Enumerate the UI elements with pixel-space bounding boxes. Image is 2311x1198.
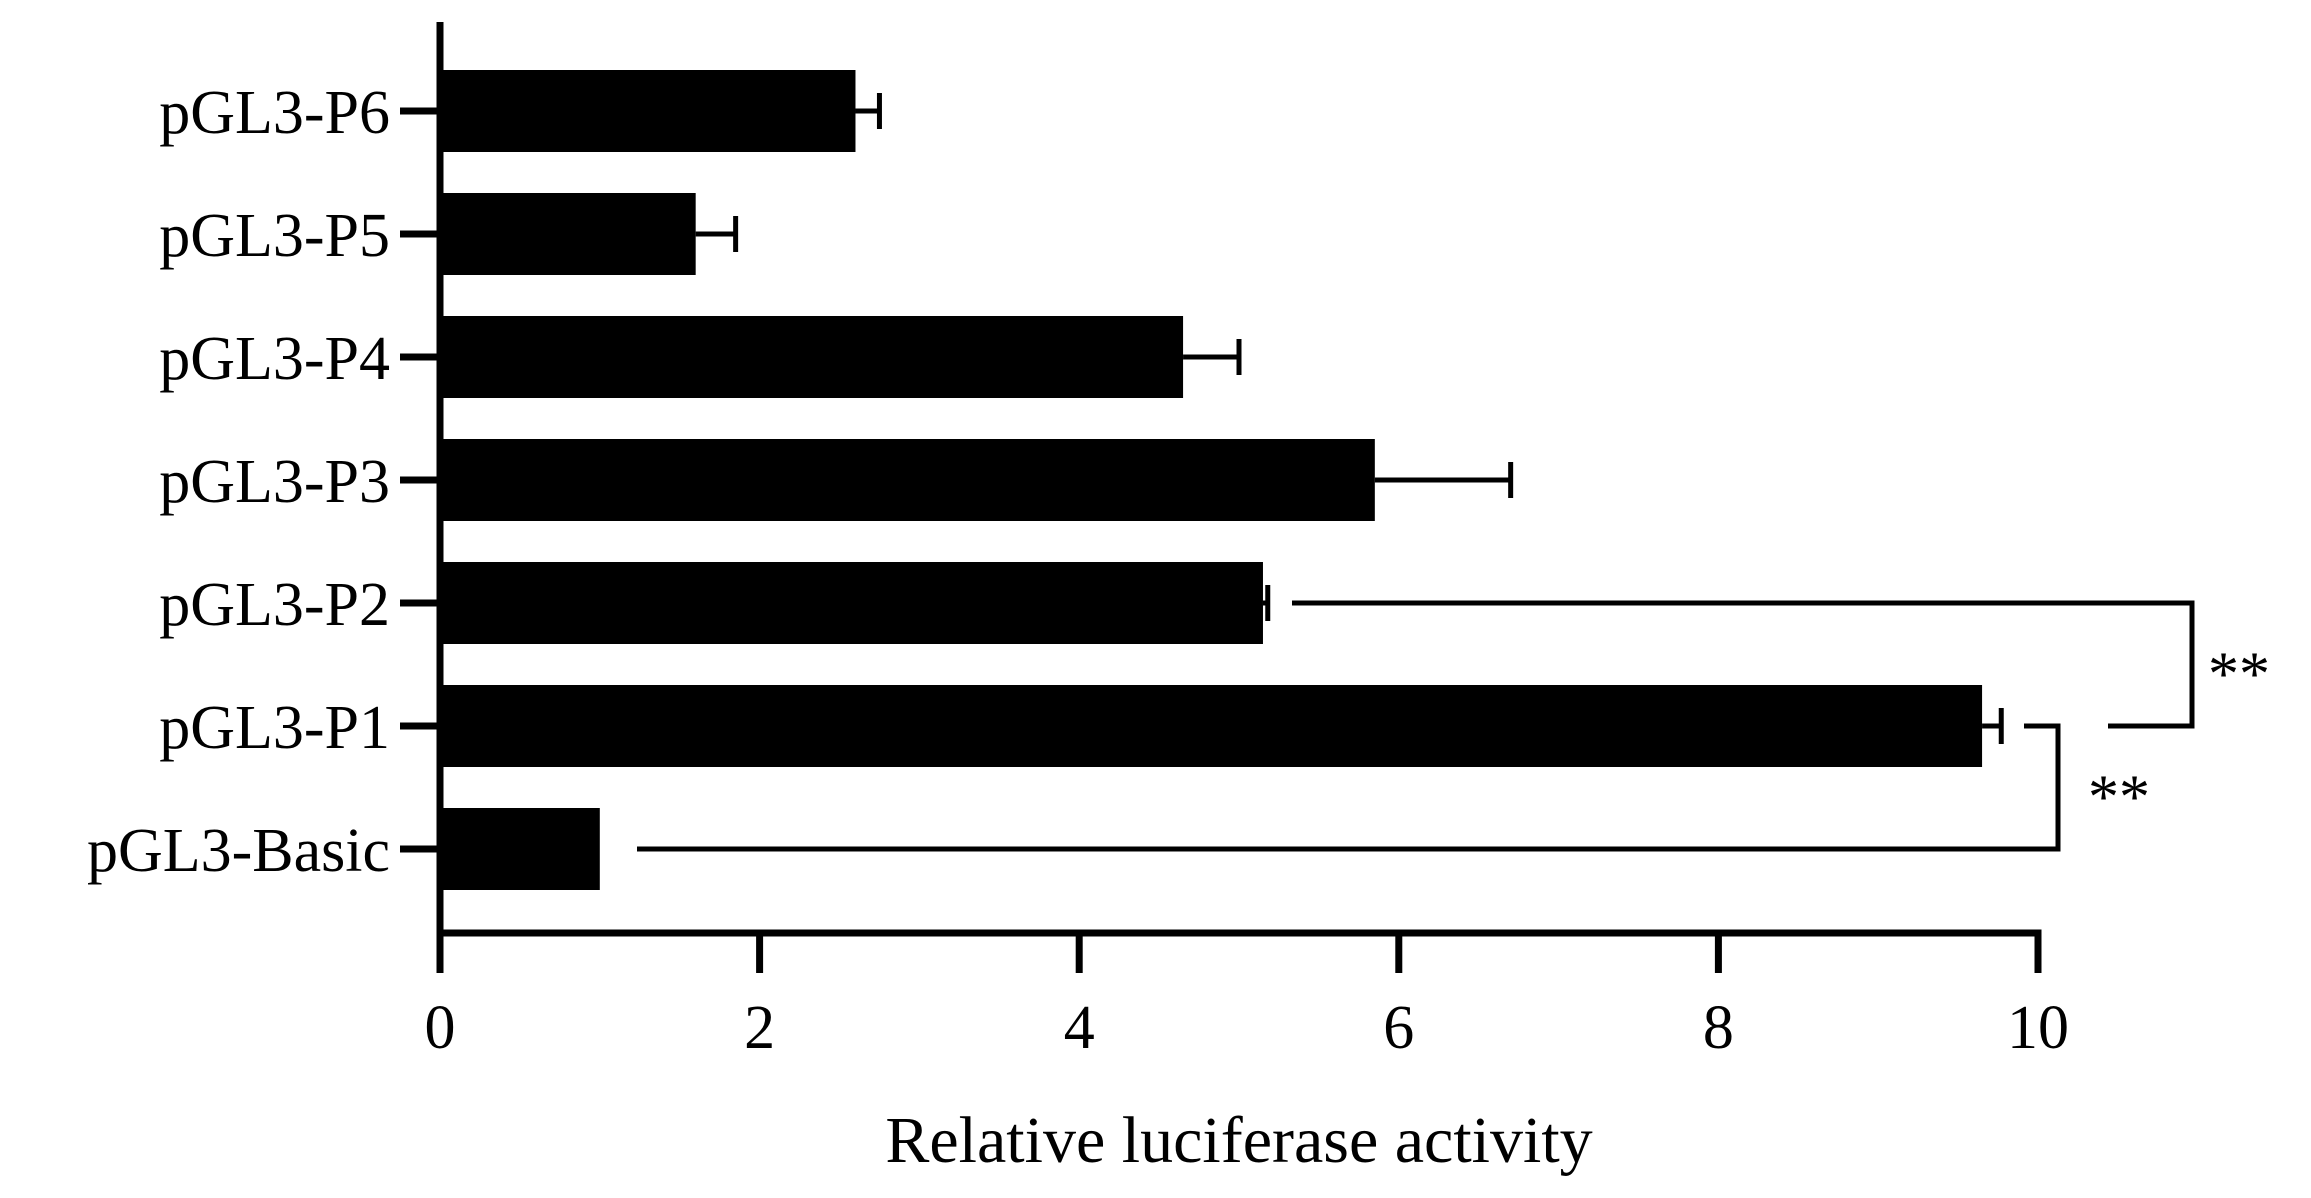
bar-pgl3-p5 (440, 193, 696, 275)
significance-bracket (637, 723, 2061, 852)
bar-pgl3-p2 (440, 562, 1263, 644)
x-tick-label: 0 (425, 994, 456, 1062)
x-axis-label: Relative luciferase activity (885, 1104, 1592, 1177)
y-tick-label: pGL3-P4 (159, 325, 390, 393)
significance-stars: ** (2088, 764, 2150, 832)
significance-stars: ** (2208, 641, 2270, 709)
y-tick-label: pGL3-P5 (159, 202, 390, 270)
y-tick-label: pGL3-Basic (87, 817, 390, 885)
bar-pgl3-p3 (440, 439, 1375, 521)
x-tick-label: 8 (1703, 994, 1734, 1062)
bar-pgl3-p1 (440, 685, 1983, 767)
significance-bracket (1292, 600, 2195, 729)
y-tick-label: pGL3-P1 (159, 694, 390, 762)
y-tick-label: pGL3-P2 (159, 571, 390, 639)
x-tick-label: 10 (2007, 994, 2069, 1062)
x-tick-label: 4 (1064, 994, 1095, 1062)
bar-pgl3-basic (440, 808, 600, 890)
bar-pgl3-p6 (440, 70, 856, 152)
x-tick-label: 2 (744, 994, 775, 1062)
x-tick-label: 6 (1383, 994, 1414, 1062)
y-tick-label: pGL3-P6 (159, 79, 390, 147)
y-tick-label: pGL3-P3 (159, 448, 390, 516)
bar-pgl3-p4 (440, 316, 1184, 398)
